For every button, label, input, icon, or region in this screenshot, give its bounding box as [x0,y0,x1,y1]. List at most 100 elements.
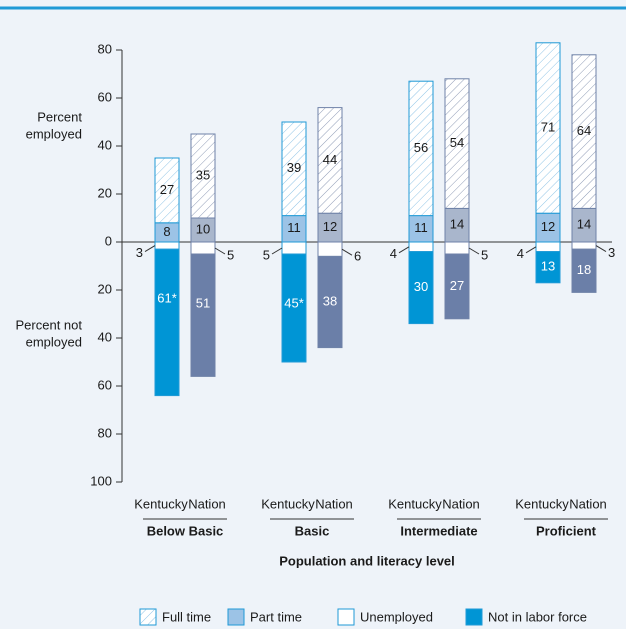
x-tick-label: Kentucky [261,496,315,511]
value-label: 5 [227,247,234,262]
x-tick-label: Nation [315,496,353,511]
leader-line [398,246,410,254]
legend-swatch [337,608,355,626]
y-tick-label: 80 [98,425,112,440]
y-tick-label: 80 [98,41,112,56]
bar-segment [281,253,307,363]
value-label: 4 [517,246,524,261]
bar-segment [571,54,597,209]
value-label: 14 [450,217,464,232]
bar-segment [444,253,470,320]
legend-label: Unemployed [360,609,433,624]
value-label: 12 [541,219,555,234]
leader-line [595,245,607,253]
y-tick-label: 100 [90,473,112,488]
value-label: 54 [450,135,464,150]
x-tick-label: Nation [442,496,480,511]
leader-line [341,248,353,256]
legend-swatch [227,608,245,626]
y-label-top: employed [26,126,82,141]
bar-segment [190,133,216,219]
value-label: 11 [287,220,301,235]
value-label: 12 [323,219,337,234]
group-label: Proficient [536,523,597,538]
bar-segment [190,253,216,377]
bar-segment [317,255,343,349]
value-label: 3 [136,245,143,260]
leader-line [214,247,226,255]
y-tick-label: 40 [98,137,112,152]
bar-segment [571,248,597,293]
value-label: 10 [196,221,210,236]
group-label: Basic [295,523,330,538]
bar-segment [281,215,307,243]
value-label: 38 [323,293,337,308]
value-label: 11 [414,220,428,235]
value-label: 6 [354,249,361,264]
value-label: 5 [263,247,270,262]
value-label: 13 [541,259,555,274]
x-tick-label: Kentucky [515,496,569,511]
bar-segment [408,251,434,325]
value-label: 51 [196,295,210,310]
group-label: Intermediate [400,523,477,538]
group-label: Below Basic [147,523,224,538]
value-label: 3 [608,245,615,260]
bar-segment [408,80,434,217]
y-label-bottom: Percent not [16,317,83,332]
y-tick-label: 60 [98,377,112,392]
value-label: 4 [390,246,397,261]
legend-swatch [139,608,157,626]
value-label: 30 [414,279,428,294]
y-tick-label: 20 [98,281,112,296]
x-tick-label: Kentucky [134,496,188,511]
bar-segment [154,157,180,224]
legend-label: Full time [162,609,211,624]
legend-label: Part time [250,609,302,624]
value-label: 14 [577,217,591,232]
value-label: 45* [284,295,304,310]
value-label: 5 [481,247,488,262]
y-label-top: Percent [37,109,82,124]
x-tick-label: Kentucky [388,496,442,511]
bar-segment [154,241,180,250]
bar-segment [444,241,470,255]
bar-segment [317,107,343,214]
leader-line [468,247,480,255]
value-label: 64 [577,123,591,138]
bar-segment [444,78,470,209]
leader-line [271,247,283,255]
value-label: 71 [541,119,555,134]
leader-line [525,246,537,254]
bar-segment [571,241,597,250]
bar-segment [535,241,561,253]
legend-label: Not in labor force [488,609,587,624]
x-tick-label: Nation [188,496,226,511]
value-label: 56 [414,140,428,155]
value-label: 27 [450,278,464,293]
value-label: 61* [157,291,177,306]
bar-segment [535,251,561,284]
y-tick-label: 20 [98,185,112,200]
value-label: 18 [577,262,591,277]
bar-segment [281,121,307,217]
leader-line [144,245,156,253]
bar-segment [154,248,180,397]
x-axis-title: Population and literacy level [279,553,455,568]
value-label: 39 [287,160,301,175]
y-label-bottom: employed [26,334,82,349]
bar-segment [281,241,307,255]
bar-segment [317,241,343,257]
bar-segment [535,42,561,214]
bar-segment [190,217,216,243]
value-label: 27 [160,182,174,197]
y-tick-label: 0 [105,233,112,248]
legend-swatch [465,608,483,626]
y-tick-label: 40 [98,329,112,344]
value-label: 44 [323,152,337,167]
x-tick-label: Nation [569,496,607,511]
bar-segment [408,241,434,253]
bar-segment [190,241,216,255]
